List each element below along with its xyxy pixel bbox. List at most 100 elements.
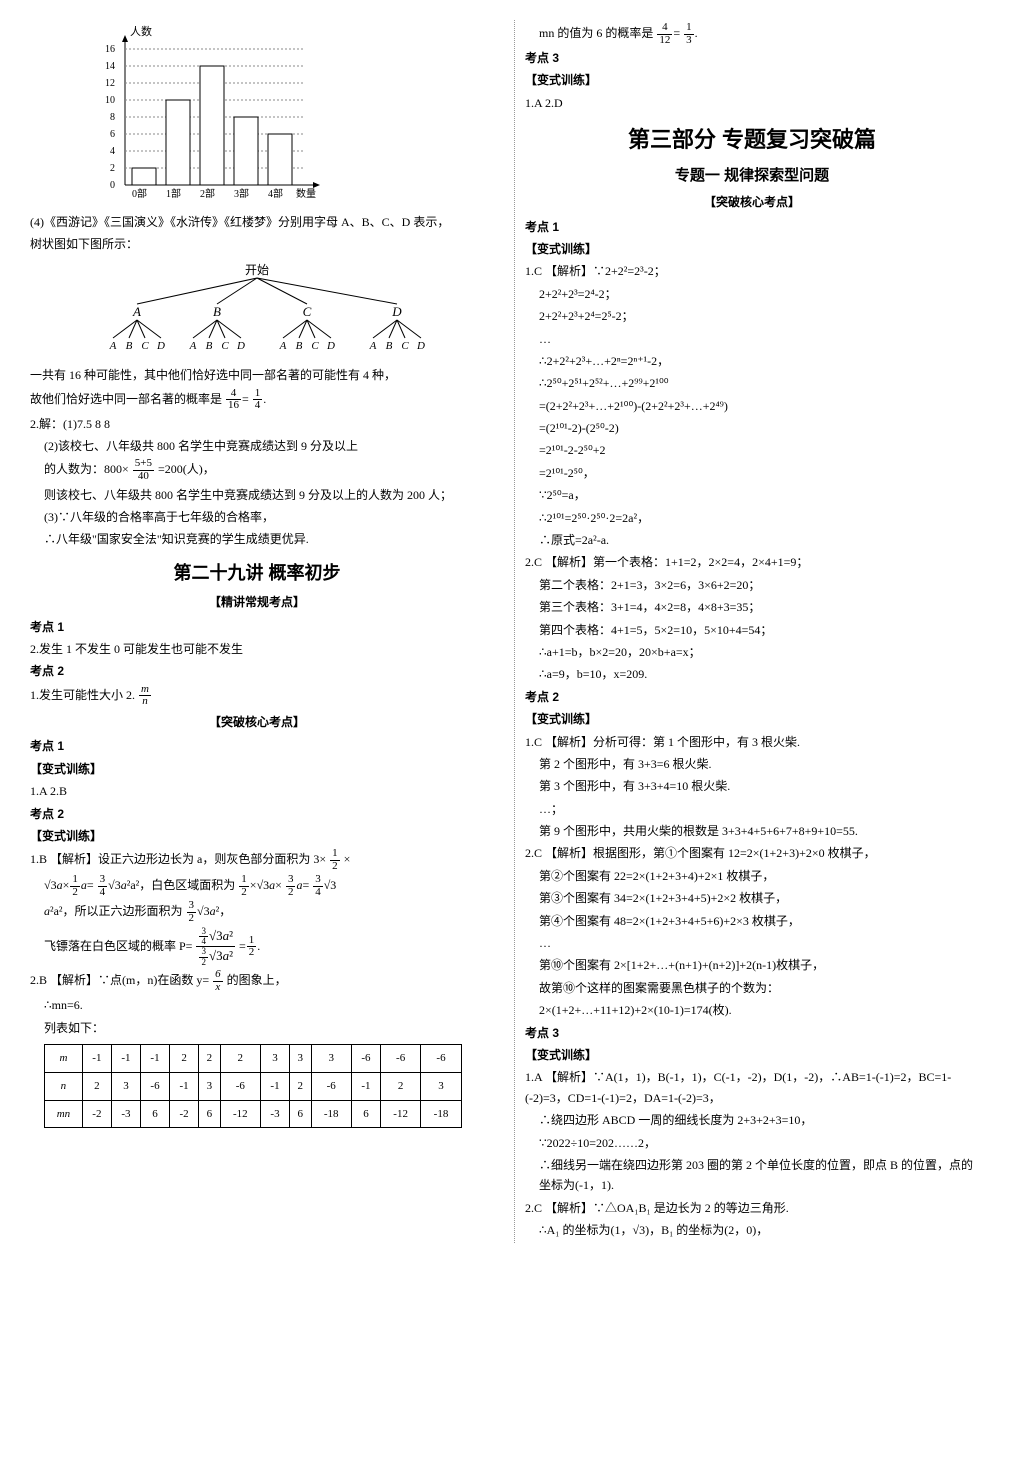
paragraph: =2¹⁰¹-2-2⁵⁰+2 [525, 440, 979, 460]
svg-text:8: 8 [110, 112, 115, 123]
table-cell: -12 [220, 1100, 260, 1128]
kp-label: 考点 2 [30, 804, 484, 824]
svg-text:C: C [221, 340, 229, 352]
fraction: 14 [253, 388, 263, 412]
fraction: 5+540 [133, 458, 154, 482]
paragraph: a²a²，所以正六边形面积为 32√3a²， [30, 900, 484, 924]
table-cell: -6 [421, 1045, 461, 1073]
svg-text:D: D [326, 340, 335, 352]
fraction: 416 [226, 388, 241, 412]
text: 故他们恰好选中同一部名著的概率是 [30, 391, 222, 405]
paragraph: ∴绕四边形 ABCD 一周的细线长度为 2+3+2+3=10， [525, 1110, 979, 1130]
paragraph: ∴2⁵⁰+2⁵¹+2⁵²+…+2⁹⁹+2¹⁰⁰ [525, 373, 979, 393]
section-label: 【变式训练】 [525, 239, 979, 259]
svg-text:D: D [236, 340, 245, 352]
paragraph: 飞镖落在白色区域的概率 P= 34√3a²32√3a² =12. [30, 927, 484, 968]
kp-label: 考点 2 [525, 687, 979, 707]
fraction: mn [139, 684, 151, 708]
table-cell: -1 [82, 1045, 111, 1073]
paragraph: 则该校七、八年级共 800 名学生中竞赛成绩达到 9 分及以上的人数为 200 … [30, 485, 484, 505]
paragraph: 第④个图案有 48=2×(1+2+3+4+5+6)+2×3 枚棋子， [525, 911, 979, 931]
paragraph: 第⑩个图案有 2×[1+2+…+(n+1)+(n+2)]+2(n-1)枚棋子， [525, 955, 979, 975]
table-cell: -1 [351, 1072, 380, 1100]
topic-title: 专题一 规律探索型问题 [525, 163, 979, 189]
paragraph: 2+2²+2³=2⁴-2； [525, 284, 979, 304]
paragraph: 列表如下： [30, 1018, 484, 1038]
svg-text:12: 12 [105, 78, 115, 89]
svg-text:0部: 0部 [132, 187, 147, 200]
svg-text:B: B [213, 304, 221, 319]
table-cell: -18 [421, 1100, 461, 1128]
paragraph: 1.C 【解析】∵2+2²=2³-2； [525, 261, 979, 281]
table-cell: 3 [199, 1072, 221, 1100]
section-label: 【变式训练】 [30, 759, 484, 779]
paragraph: 第四个表格：4+1=5，5×2=10，5×10+4=54； [525, 620, 979, 640]
svg-text:2部: 2部 [200, 187, 215, 200]
table-cell: -1 [111, 1045, 140, 1073]
svg-text:B: B [296, 340, 303, 352]
paragraph: 故第⑩个这样的图案需要黑色棋子的个数为： [525, 978, 979, 998]
table-cell: -6 [311, 1072, 351, 1100]
paragraph: ∴mn=6. [30, 995, 484, 1015]
svg-text:开始: 开始 [245, 263, 269, 277]
paragraph: 树状图如下图所示： [30, 234, 484, 254]
svg-text:C: C [401, 340, 409, 352]
table-cell: 3 [111, 1072, 140, 1100]
paragraph: mn 的值为 6 的概率是 412= 13. [525, 22, 979, 46]
paragraph: (4)《西游记》《三国演义》《水浒传》《红楼梦》分别用字母 A、B、C、D 表示… [30, 212, 484, 232]
paragraph: (2)该校七、八年级共 800 名学生中竞赛成绩达到 9 分及以上 [30, 436, 484, 456]
paragraph: 2.C 【解析】第一个表格：1+1=2，2×2=4，2×4+1=9； [525, 552, 979, 572]
table-cell: 3 [290, 1045, 312, 1073]
paragraph: 2+2²+2³+2⁴=2⁵-2； [525, 306, 979, 326]
text: 1.B 【解析】设正六边形边长为 a，则灰色部分面积为 3× [30, 852, 326, 866]
svg-text:A: A [279, 340, 287, 352]
fraction: 6x [213, 969, 223, 993]
fraction: 12 [330, 848, 340, 872]
paragraph: 故他们恰好选中同一部名著的概率是 416= 14. [30, 388, 484, 412]
svg-text:16: 16 [105, 44, 115, 55]
bar-chart: 人数 0 2 4 6 8 10 12 14 16 [30, 20, 484, 210]
text: =200(人)， [158, 462, 215, 476]
svg-text:4部: 4部 [268, 187, 283, 200]
paragraph: 第 2 个图形中，有 3+3=6 根火柴. [525, 754, 979, 774]
svg-text:2: 2 [110, 163, 115, 174]
paragraph: 的人数为：800× 5+540 =200(人)， [30, 458, 484, 482]
svg-text:B: B [126, 340, 133, 352]
mn-table: m-1-1-1222333-6-6-6n23-6-13-6-12-6-123mn… [44, 1044, 462, 1128]
table-cell: -6 [380, 1045, 420, 1073]
kp-label: 考点 2 [30, 661, 484, 681]
paragraph: ∴八年级"国家安全法"知识竞赛的学生成绩更优异. [30, 529, 484, 549]
paragraph: 第②个图案有 22=2×(1+2+3+4)+2×1 枚棋子， [525, 866, 979, 886]
table-cell: 2 [82, 1072, 111, 1100]
text: 飞镖落在白色区域的概率 P= [44, 939, 192, 953]
svg-text:B: B [206, 340, 213, 352]
table-cell: -3 [111, 1100, 140, 1128]
paragraph: ∴a+1=b，b×2=20，20×b+a=x； [525, 642, 979, 662]
text: a²，所以正六边形面积为 [54, 904, 183, 918]
svg-text:1部: 1部 [166, 187, 181, 200]
paragraph: 1.A 【解析】∵A(1，1)，B(-1，1)，C(-1，-2)，D(1，-2)… [525, 1067, 979, 1108]
paragraph: √3a×12a= 34√3a²a²，白色区域面积为 12×√3a× 32a= 3… [30, 874, 484, 898]
kp-label: 考点 3 [525, 48, 979, 68]
table-cell: 2 [380, 1072, 420, 1100]
paragraph: 1.A 2.D [525, 93, 979, 113]
table-cell: -12 [380, 1100, 420, 1128]
table-cell: 6 [290, 1100, 312, 1128]
paragraph: ∵2⁵⁰=a， [525, 485, 979, 505]
section-label: 【变式训练】 [525, 70, 979, 90]
kp-label: 考点 1 [525, 217, 979, 237]
svg-text:B: B [386, 340, 393, 352]
paragraph: ∴原式=2a²-a. [525, 530, 979, 550]
paragraph: 第三个表格：3+1=4，4×2=8，4×8+3=35； [525, 597, 979, 617]
kp-label: 考点 3 [525, 1023, 979, 1043]
table-cell: 2 [170, 1045, 199, 1073]
svg-text:D: D [156, 340, 165, 352]
text: a²，白色区域面积为 [130, 878, 235, 892]
table-cell: -1 [260, 1072, 289, 1100]
kp-label: 考点 1 [30, 617, 484, 637]
table-cell: -18 [311, 1100, 351, 1128]
svg-text:人数: 人数 [130, 25, 152, 38]
paragraph: 2.B 【解析】∵点(m，n)在函数 y= 6x 的图象上， [30, 969, 484, 993]
table-cell: m [45, 1045, 83, 1073]
svg-text:数量: 数量 [296, 187, 316, 200]
